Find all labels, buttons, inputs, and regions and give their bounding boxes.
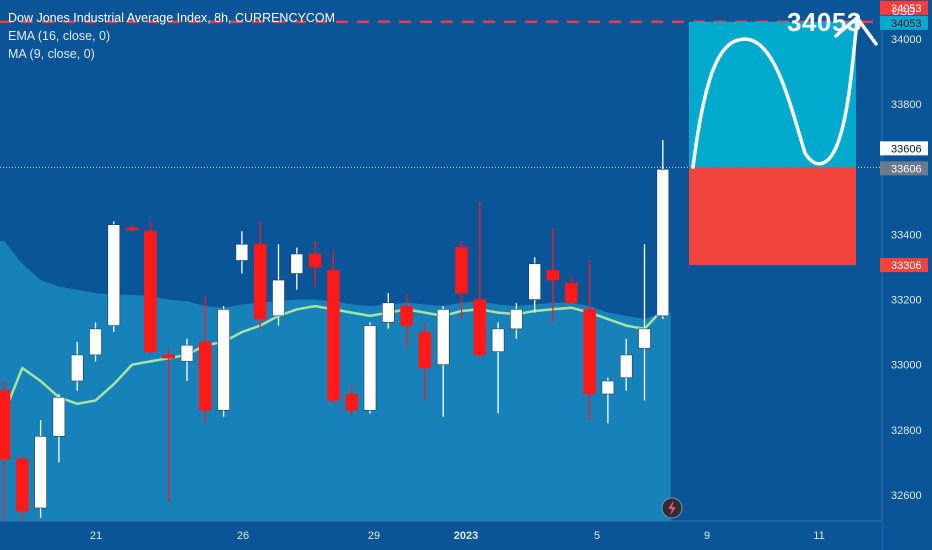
candle-body[interactable] (70, 354, 84, 382)
lightning-glyph (668, 500, 676, 516)
price-axis-panel (882, 0, 932, 550)
candle-body[interactable] (583, 309, 596, 395)
ema-area-edge (0, 240, 4, 521)
target-zone-box[interactable] (689, 21, 856, 168)
target-price-annotation: 34053 (787, 7, 862, 37)
candle-body[interactable] (162, 354, 175, 359)
candle-body[interactable] (217, 309, 230, 411)
price-tag-top: 34053 (891, 3, 922, 15)
candle-body[interactable] (528, 263, 542, 300)
y-tick-label: 33400 (891, 229, 922, 241)
candle-body[interactable] (436, 309, 450, 366)
candle-body[interactable] (107, 224, 121, 326)
price-tag-current-bg (880, 141, 928, 156)
candle-body[interactable] (510, 309, 523, 330)
candle-body[interactable] (363, 325, 377, 411)
x-tick-label: 21 (90, 530, 102, 542)
candle-body[interactable] (235, 243, 249, 261)
ma-indicator-label[interactable]: MA (9, close, 0) (8, 47, 95, 61)
candle-body[interactable] (15, 458, 29, 512)
price-tag-target-bg (880, 15, 928, 30)
y-tick-label: 33800 (891, 99, 922, 111)
candle-body[interactable] (345, 393, 359, 411)
candle-body[interactable] (272, 279, 285, 317)
price-tag-current-gray-bg (880, 161, 928, 176)
ema-indicator-label[interactable]: EMA (16, close, 0) (8, 29, 111, 43)
candle-body[interactable] (473, 299, 487, 356)
candle-body[interactable] (52, 396, 66, 437)
candle-body[interactable] (308, 253, 322, 268)
price-tag-current: 33606 (891, 143, 922, 155)
candle-body[interactable] (455, 247, 468, 294)
y-tick-label: 32800 (891, 425, 922, 437)
currency-label: USD (892, 6, 916, 18)
candle-body[interactable] (253, 243, 267, 320)
x-tick-label: 29 (368, 530, 380, 542)
y-tick-label: 32600 (891, 490, 922, 502)
x-tick-label: 2023 (454, 530, 478, 542)
candle-body[interactable] (601, 380, 615, 395)
symbol-title[interactable]: Dow Jones Industrial Average Index, 8h, … (8, 11, 335, 25)
candle-body[interactable] (656, 169, 670, 317)
candle-body[interactable] (34, 436, 47, 509)
candle-body[interactable] (144, 230, 157, 352)
price-tag-stop-bg (880, 258, 928, 273)
y-tick-label: 33200 (891, 295, 922, 307)
candle-body[interactable] (290, 253, 304, 274)
y-tick-label: 34000 (891, 34, 922, 46)
forecast-arrow-icon (834, 16, 878, 46)
price-tag-current-gray: 33606 (891, 163, 922, 175)
candle-body[interactable] (89, 328, 102, 356)
forecast-curve (691, 20, 859, 170)
price-tag-target: 34053 (891, 18, 922, 30)
candle-body[interactable] (564, 282, 578, 304)
chart-legend: Dow Jones Industrial Average Index, 8h, … (8, 9, 335, 63)
price-tag-top-bg (880, 0, 928, 15)
x-tick-label: 9 (704, 530, 710, 542)
time-axis-panel (0, 521, 882, 550)
candle-body[interactable] (619, 354, 633, 379)
candle-body[interactable] (418, 331, 432, 369)
y-tick-label: 33000 (891, 360, 922, 372)
candle-body[interactable] (638, 328, 651, 349)
candle-body[interactable] (327, 269, 340, 401)
price-tag-stop: 33306 (891, 260, 922, 272)
candle-body[interactable] (180, 344, 194, 362)
candle-body[interactable] (0, 390, 11, 460)
stop-zone-box[interactable] (689, 167, 856, 266)
x-tick-label: 26 (237, 530, 249, 542)
candle-body[interactable] (400, 305, 413, 326)
candle-body[interactable] (125, 227, 139, 231)
x-tick-label: 11 (813, 530, 824, 542)
candle-body[interactable] (546, 269, 560, 281)
candle-body[interactable] (199, 341, 212, 411)
candle-body[interactable] (381, 302, 395, 323)
candle-body[interactable] (491, 328, 505, 352)
x-tick-label: 5 (594, 530, 600, 542)
